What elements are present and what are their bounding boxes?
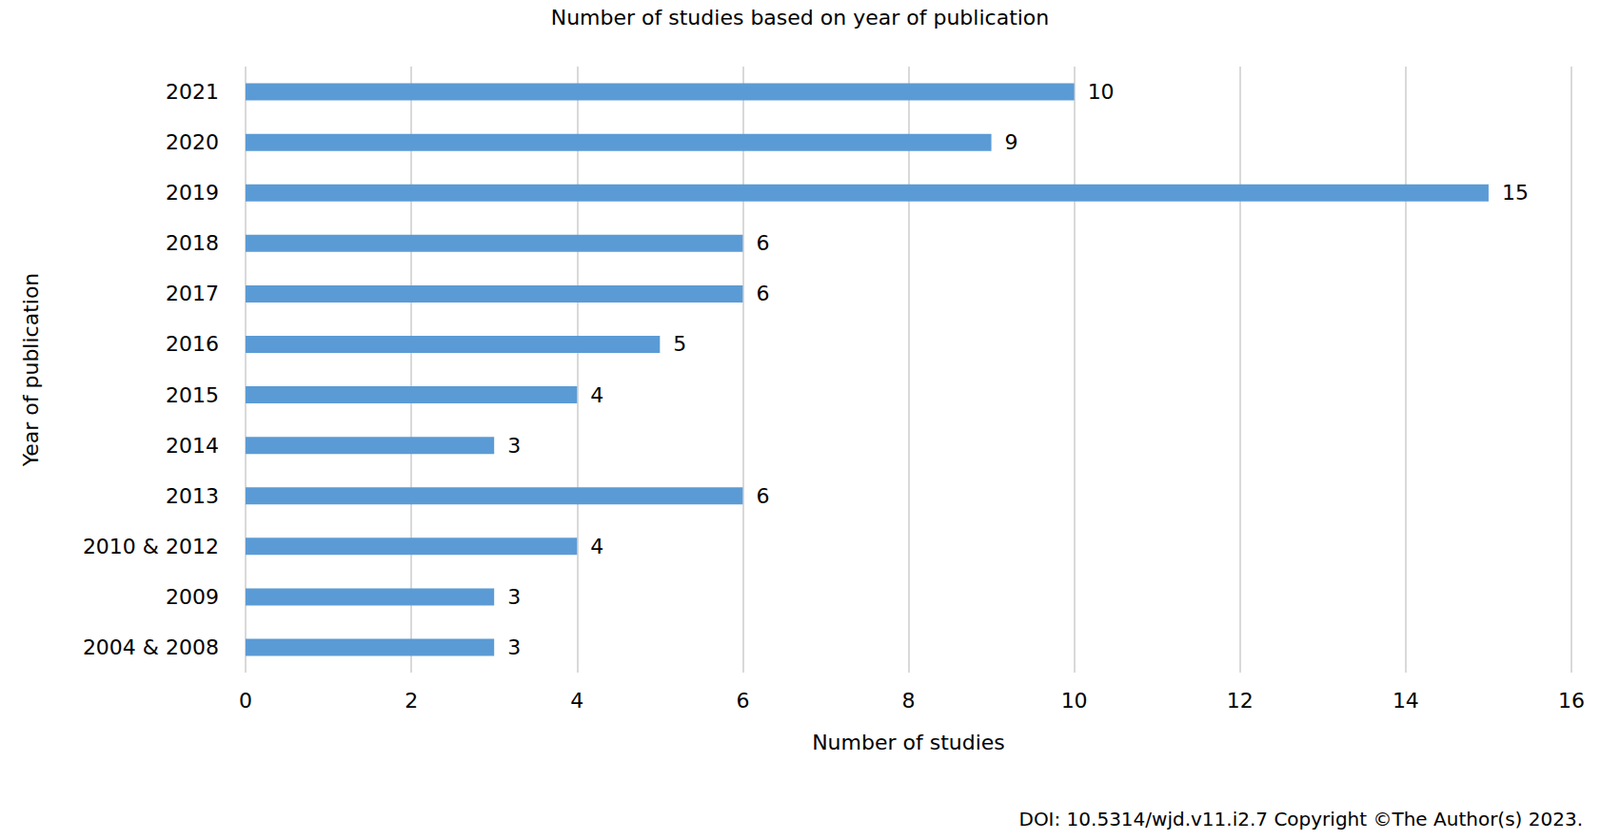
svg-text:2017: 2017 [165, 281, 219, 306]
svg-text:10: 10 [1061, 689, 1088, 713]
svg-text:2004 & 2008: 2004 & 2008 [82, 635, 219, 660]
svg-text:4: 4 [590, 534, 604, 559]
svg-text:Year of publication: Year of publication [19, 273, 43, 469]
svg-text:2013: 2013 [165, 484, 219, 509]
svg-text:6: 6 [755, 281, 770, 306]
svg-text:Number of studies: Number of studies [811, 730, 1006, 755]
svg-text:2018: 2018 [165, 231, 219, 256]
svg-text:15: 15 [1501, 180, 1529, 205]
svg-text:Number of studies based on yea: Number of studies based on year of publi… [551, 5, 1050, 30]
svg-text:2: 2 [404, 689, 418, 713]
svg-text:14: 14 [1392, 689, 1420, 713]
svg-text:2016: 2016 [165, 332, 219, 356]
svg-text:2021: 2021 [165, 79, 219, 104]
svg-text:2015: 2015 [165, 383, 219, 408]
svg-text:2014: 2014 [165, 434, 219, 458]
svg-text:3: 3 [507, 585, 521, 610]
svg-text:4: 4 [570, 689, 584, 713]
svg-text:DOI: 10.5314/wjd.v11.i2.7 Copy: DOI: 10.5314/wjd.v11.i2.7 Copyright ©The… [1018, 808, 1583, 831]
svg-text:4: 4 [590, 383, 604, 408]
svg-text:6: 6 [755, 231, 770, 256]
svg-text:5: 5 [672, 332, 687, 356]
svg-text:12: 12 [1226, 689, 1254, 713]
svg-text:0: 0 [238, 689, 253, 713]
svg-text:2020: 2020 [165, 130, 219, 155]
svg-text:8: 8 [902, 689, 916, 713]
svg-text:2009: 2009 [165, 585, 219, 610]
svg-text:6: 6 [735, 689, 750, 713]
svg-text:16: 16 [1558, 689, 1585, 713]
svg-text:9: 9 [1005, 130, 1019, 155]
svg-text:6: 6 [755, 484, 770, 509]
svg-text:2019: 2019 [165, 180, 219, 205]
svg-text:10: 10 [1087, 79, 1115, 104]
svg-text:3: 3 [507, 434, 521, 458]
svg-text:2010 & 2012: 2010 & 2012 [82, 534, 219, 559]
svg-text:3: 3 [507, 635, 521, 660]
